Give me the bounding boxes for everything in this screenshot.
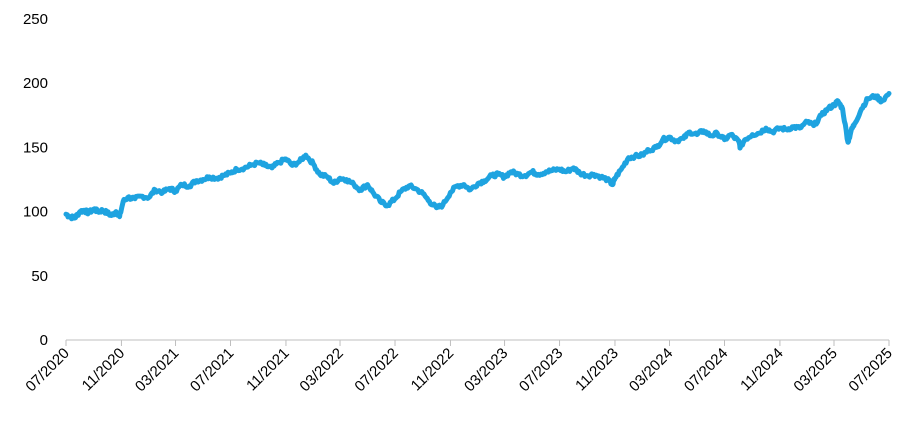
x-tick-label: 07/2020	[22, 345, 72, 395]
y-tick-label: 100	[23, 204, 48, 221]
x-tick-label: 11/2020	[79, 345, 129, 395]
x-tick-label: 11/2021	[243, 345, 293, 395]
x-tick-label: 11/2022	[408, 345, 458, 395]
x-axis-tick-marks	[65, 340, 890, 346]
x-axis-ticks: 07/2020 11/2020 03/2021 07/2021 11/2021 03/20…	[22, 345, 895, 395]
y-tick-label: 150	[23, 139, 48, 156]
x-tick-label: 03/2022	[296, 345, 346, 395]
y-tick-label: 250	[23, 11, 48, 28]
y-tick-label: 0	[40, 332, 48, 349]
x-tick-label: 03/2021	[132, 345, 182, 395]
series-line	[63, 91, 892, 222]
x-tick-label: 07/2021	[187, 345, 237, 395]
x-tick-label: 11/2023	[572, 345, 622, 395]
x-tick-label: 07/2025	[845, 345, 895, 395]
x-tick-label: 11/2024	[737, 345, 787, 395]
x-tick-label: 07/2023	[516, 345, 566, 395]
x-tick-label: 07/2024	[681, 345, 731, 395]
y-tick-label: 50	[31, 268, 48, 285]
x-tick-label: 03/2025	[790, 345, 840, 395]
x-tick-label: 03/2024	[626, 345, 676, 395]
x-tick-label: 07/2022	[351, 345, 401, 395]
y-tick-label: 200	[23, 75, 48, 92]
x-tick-label: 03/2023	[461, 345, 511, 395]
y-axis-ticks: 0 50 100 150 200 250	[23, 11, 48, 349]
